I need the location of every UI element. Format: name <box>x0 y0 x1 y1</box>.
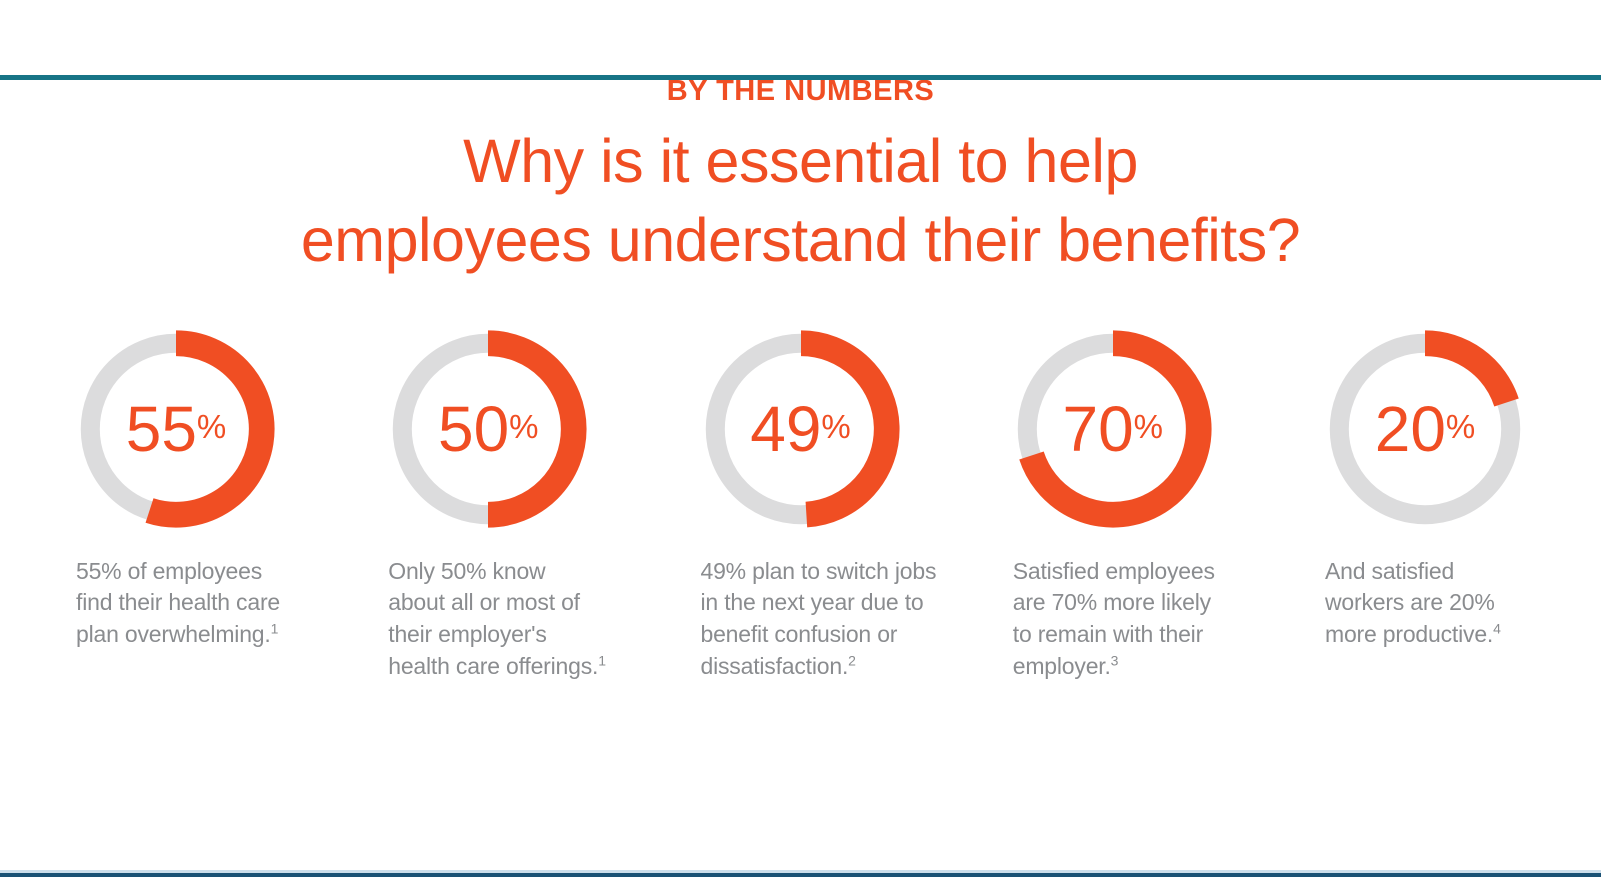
stat-caption-text: 49% plan to switch jobs in the next year… <box>700 557 937 679</box>
stat-caption: And satisfied workers are 20% more produ… <box>1325 556 1571 651</box>
donut-chart: 49% <box>701 329 901 529</box>
donut-value: 70% <box>1013 329 1213 529</box>
bottom-bar-navy <box>0 873 1601 877</box>
stat-column: 55% 55% of employees find their health c… <box>30 329 322 683</box>
eyebrow-label: BY THE NUMBERS <box>666 75 935 107</box>
stat-caption-text: And satisfied workers are 20% more produ… <box>1325 557 1495 648</box>
page-title: Why is it essential to help employees un… <box>300 127 1301 275</box>
percent-sign: % <box>196 408 227 446</box>
stat-column: 49% 49% plan to switch jobs in the next … <box>655 329 947 683</box>
top-accent-bar <box>0 75 1601 80</box>
donut-value-number: 55 <box>125 392 197 465</box>
percent-sign: % <box>1133 408 1164 446</box>
donut-value: 49% <box>701 329 901 529</box>
donut-ring-svg <box>1017 330 1212 528</box>
donut-value-number: 50 <box>437 392 510 465</box>
stat-caption: 55% of employees find their health care … <box>76 556 322 651</box>
donut-value: 20% <box>1325 329 1525 529</box>
percent-sign: % <box>1445 408 1476 446</box>
stat-caption-text: 55% of employees find their health care … <box>76 557 281 648</box>
donut-chart: 20% <box>1325 329 1525 529</box>
stat-column: 70% Satisfied employees are 70% more lik… <box>967 329 1259 683</box>
stat-column: 20% And satisfied workers are 20% more p… <box>1279 329 1571 683</box>
footnote-marker: 3 <box>1110 652 1119 669</box>
footnote-marker: 1 <box>270 620 279 637</box>
donut-chart: 55% <box>76 329 276 529</box>
stat-caption-text: Satisfied employees are 70% more likely … <box>1012 557 1215 679</box>
donut-ring-svg <box>80 330 275 528</box>
footnote-marker: 1 <box>598 652 606 669</box>
footnote-marker: 2 <box>848 652 856 669</box>
bottom-accent-bars <box>0 870 1601 877</box>
stat-caption: Satisfied employees are 70% more likely … <box>1013 556 1259 683</box>
donut-value-number: 20 <box>1374 392 1446 465</box>
stat-column: 50% Only 50% know about all or most of t… <box>342 329 634 683</box>
stats-row: 55% 55% of employees find their health c… <box>0 329 1601 683</box>
donut-chart: 70% <box>1013 329 1213 529</box>
percent-sign: % <box>509 408 539 446</box>
donut-value: 55% <box>76 329 276 529</box>
donut-value: 50% <box>388 329 588 529</box>
stat-caption-text: Only 50% know about all or most of their… <box>388 557 599 679</box>
donut-value-number: 70 <box>1062 392 1134 465</box>
footnote-marker: 4 <box>1493 620 1501 637</box>
donut-chart: 50% <box>388 329 588 529</box>
donut-ring-svg <box>1329 330 1521 524</box>
percent-sign: % <box>821 408 851 446</box>
donut-value-number: 49 <box>750 392 822 465</box>
stat-caption: Only 50% know about all or most of their… <box>388 556 634 683</box>
donut-ring-svg <box>393 330 587 528</box>
stat-caption: 49% plan to switch jobs in the next year… <box>701 556 947 683</box>
donut-ring-svg <box>705 330 900 527</box>
